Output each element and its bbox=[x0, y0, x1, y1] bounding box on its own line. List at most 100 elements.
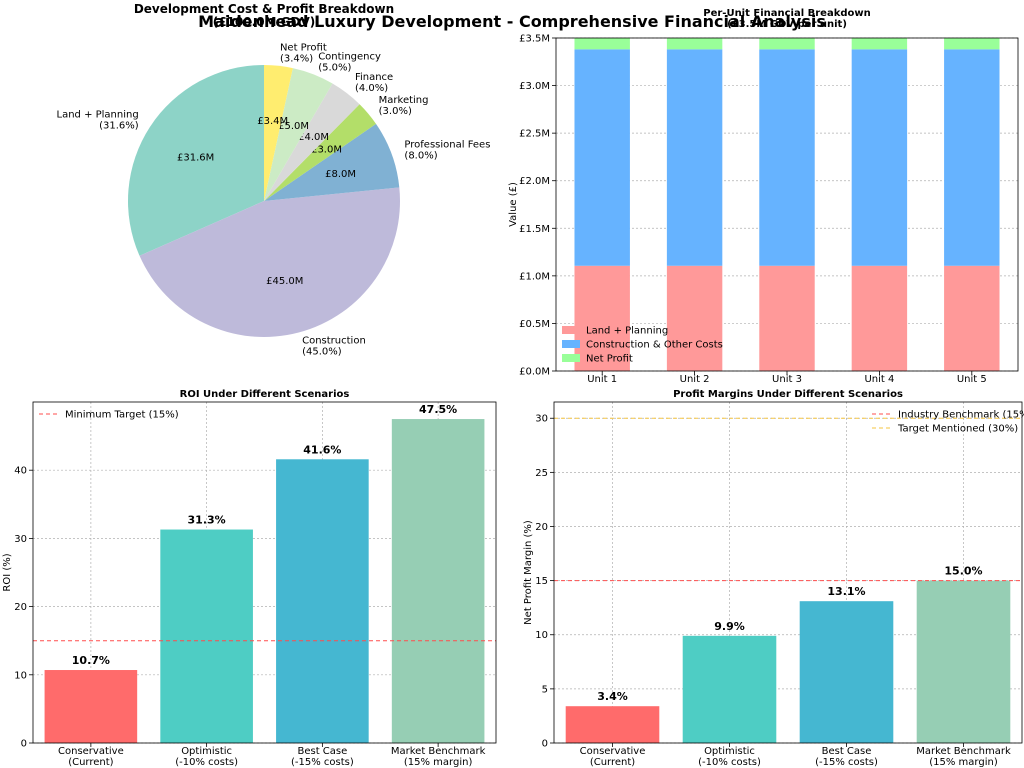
margin-xtick-label-line: Optimistic bbox=[704, 746, 755, 757]
roi-xtick-label-line: (-15% costs) bbox=[291, 757, 354, 768]
pie-slice-label-line: (31.6%) bbox=[99, 120, 139, 131]
pie-slice-label: Finance (4.0%) bbox=[355, 72, 393, 94]
stack-legend-label: Net Profit bbox=[586, 354, 633, 365]
stack-ytick-label: £2.5M bbox=[519, 129, 550, 140]
stack-bar-segment bbox=[574, 38, 630, 50]
roi-xtick-label-line: (15% margin) bbox=[404, 757, 473, 768]
stack-bar-segment bbox=[759, 265, 815, 371]
pie-slice-label-line: (3.0%) bbox=[379, 106, 412, 117]
roi-xtick-label-line: Market Benchmark bbox=[391, 746, 486, 757]
pie-slice-label-line: (4.0%) bbox=[355, 83, 388, 94]
margin-ytick-label: 5 bbox=[542, 684, 548, 695]
margin-xtick-label-line: Best Case bbox=[822, 746, 872, 757]
margin-bar bbox=[916, 580, 1011, 743]
pie-slice-label-line: Professional Fees bbox=[404, 139, 490, 150]
stack-legend-label: Construction & Other Costs bbox=[586, 340, 723, 351]
stack-ytick-label: £0.5M bbox=[519, 319, 550, 330]
roi-xtick-label: Best Case (-15% costs) bbox=[291, 746, 354, 768]
margin-xtick-label: Market Benchmark (15% margin) bbox=[916, 746, 1011, 768]
margin-bar bbox=[682, 635, 777, 743]
figure-suptitle: Maidenhead Luxury Development - Comprehe… bbox=[198, 12, 826, 31]
roi-value-label: 41.6% bbox=[303, 443, 341, 456]
stack-ytick-label: £1.5M bbox=[519, 224, 550, 235]
margin-xtick-label-line: (15% margin) bbox=[929, 757, 998, 768]
margin-xtick-label: Conservative (Current) bbox=[580, 746, 646, 768]
pie-title: Development Cost & Profit Breakdown bbox=[134, 2, 394, 16]
stacked-bar-chart: Per-Unit Financial Breakdown(£3.5M GDV p… bbox=[508, 8, 1019, 385]
stack-bar-segment bbox=[851, 265, 908, 371]
margin-bar bbox=[565, 706, 660, 743]
stack-bar-segment bbox=[759, 49, 815, 266]
roi-xtick-label-line: Conservative bbox=[58, 746, 124, 757]
margin-title: Profit Margins Under Different Scenarios bbox=[673, 389, 903, 400]
stack-bar-segment bbox=[574, 49, 630, 266]
pie-slice-label: Marketing (3.0%) bbox=[379, 95, 429, 117]
stack-xtick-label: Unit 2 bbox=[680, 374, 710, 385]
margin-xtick-label-line: (-10% costs) bbox=[698, 757, 761, 768]
margin-xtick-label-line: (Current) bbox=[590, 757, 635, 768]
pie-value-label: £8.0M bbox=[325, 169, 356, 180]
roi-ytick-label: 20 bbox=[14, 602, 27, 613]
roi-xtick-label: Optimistic (-10% costs) bbox=[175, 746, 238, 768]
pie-slice-label: Contingency (5.0%) bbox=[318, 52, 381, 74]
pie-slice-label-line: (3.4%) bbox=[280, 53, 313, 64]
margin-ytick-label: 20 bbox=[535, 522, 548, 533]
stack-xtick-label: Unit 1 bbox=[587, 374, 617, 385]
pie-slice bbox=[264, 65, 293, 201]
pie-slice bbox=[128, 65, 264, 256]
stack-ytick-label: £1.0M bbox=[519, 271, 550, 282]
stack-bar-segment bbox=[944, 49, 1000, 266]
pie-slice-label: Net Profit (3.4%) bbox=[280, 42, 327, 64]
roi-frame bbox=[32, 401, 497, 744]
pie-value-label: £45.0M bbox=[266, 276, 303, 287]
margin-xtick-label-line: Conservative bbox=[580, 746, 646, 757]
roi-value-label: 10.7% bbox=[72, 654, 110, 667]
pie-chart: Development Cost & Profit Breakdown(£100… bbox=[57, 2, 491, 358]
stack-legend-swatch bbox=[562, 340, 580, 348]
margin-xtick-label-line: Market Benchmark bbox=[916, 746, 1011, 757]
margin-ytick-label: 0 bbox=[542, 739, 548, 750]
pie-value-label: £3.4M bbox=[257, 116, 288, 127]
stack-ytick-label: £2.0M bbox=[519, 176, 550, 187]
stack-ytick-label: £3.5M bbox=[519, 34, 550, 45]
pie-slice-label-line: (45.0%) bbox=[302, 347, 342, 358]
margin-value-label: 3.4% bbox=[597, 690, 628, 703]
margin-legend-label: Industry Benchmark (15%) bbox=[898, 410, 1024, 421]
roi-bar bbox=[44, 670, 138, 743]
pie-slice-label-line: Construction bbox=[302, 336, 366, 347]
margin-xtick-label-line: (-15% costs) bbox=[815, 757, 878, 768]
stack-legend-swatch bbox=[562, 326, 580, 334]
roi-title: ROI Under Different Scenarios bbox=[180, 389, 350, 400]
roi-ytick-label: 40 bbox=[14, 466, 27, 477]
pie-slice-label-line: Marketing bbox=[379, 95, 429, 106]
stack-legend-label: Land + Planning bbox=[586, 326, 668, 337]
stack-ylabel: Value (£) bbox=[508, 182, 519, 227]
margin-value-label: 9.9% bbox=[714, 620, 745, 633]
margin-ytick-label: 15 bbox=[535, 576, 548, 587]
pie-slice-label-line: Net Profit bbox=[280, 42, 327, 53]
roi-xtick-label: Conservative (Current) bbox=[58, 746, 124, 768]
roi-value-label: 31.3% bbox=[188, 514, 226, 527]
stack-bar-segment bbox=[666, 49, 723, 266]
roi-bar-chart: ROI Under Different Scenarios 0 10 20 30 40 10… bbox=[2, 389, 497, 768]
pie-slice-label-line: Finance bbox=[355, 72, 393, 83]
margin-frame bbox=[553, 401, 1023, 744]
roi-value-label: 47.5% bbox=[419, 403, 457, 416]
roi-bar bbox=[160, 529, 253, 743]
pie-value-label: £31.6M bbox=[177, 152, 214, 163]
margin-value-label: 15.0% bbox=[944, 565, 982, 578]
stack-ytick-label: £0.0M bbox=[519, 367, 550, 378]
pie-slice bbox=[264, 68, 333, 201]
pie-slice-label: Professional Fees (8.0%) bbox=[404, 139, 490, 161]
stack-bar-segment bbox=[666, 38, 723, 50]
roi-bar bbox=[391, 419, 485, 743]
stack-xtick-label: Unit 4 bbox=[864, 374, 894, 385]
roi-xtick-label: Market Benchmark (15% margin) bbox=[391, 746, 486, 768]
pie-value-label: £5.0M bbox=[278, 121, 309, 132]
margin-ytick-label: 10 bbox=[535, 630, 548, 641]
roi-ytick-label: 10 bbox=[14, 670, 27, 681]
stack-ytick-label: £3.0M bbox=[519, 81, 550, 92]
stack-bar-segment bbox=[851, 49, 908, 266]
stack-subtitle: (£3.5M GDV per unit) bbox=[727, 19, 847, 30]
